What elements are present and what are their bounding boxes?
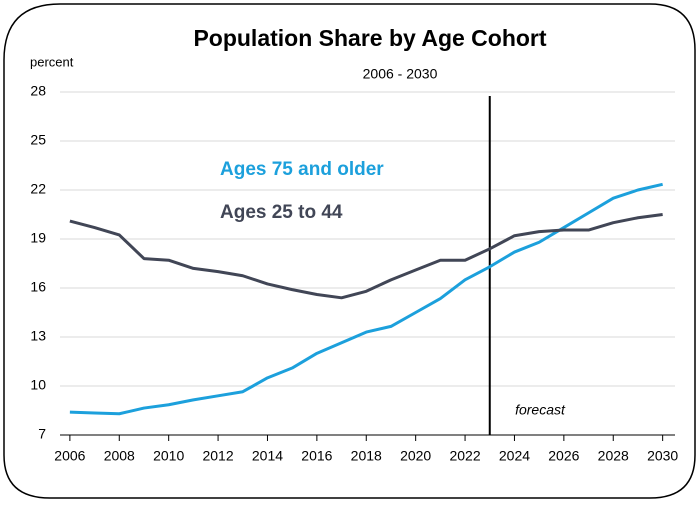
x-tick-label: 2012 bbox=[202, 448, 233, 464]
x-tick-label: 2020 bbox=[400, 448, 431, 464]
x-tick-label: 2030 bbox=[647, 448, 678, 464]
y-tick-label: 28 bbox=[30, 83, 46, 99]
chart-subtitle: 2006 - 2030 bbox=[363, 66, 438, 82]
y-tick-label: 19 bbox=[30, 230, 46, 246]
x-tick-label: 2014 bbox=[252, 448, 283, 464]
x-tick-label: 2008 bbox=[104, 448, 135, 464]
y-tick-label: 22 bbox=[30, 181, 46, 197]
x-tick-label: 2006 bbox=[54, 448, 85, 464]
series-line bbox=[69, 213, 663, 300]
y-tick-label: 13 bbox=[30, 328, 46, 344]
chart-frame bbox=[3, 3, 696, 499]
legend-label: Ages 75 and older bbox=[220, 159, 384, 180]
x-tick-label: 2028 bbox=[598, 448, 629, 464]
y-tick-label: 7 bbox=[38, 426, 46, 442]
legend-label: Ages 25 to 44 bbox=[220, 202, 343, 223]
y-tick-label: 25 bbox=[30, 132, 46, 148]
x-tick-label: 2022 bbox=[449, 448, 480, 464]
x-tick-label: 2010 bbox=[153, 448, 184, 464]
x-tick-label: 2024 bbox=[499, 448, 530, 464]
y-tick-label: 10 bbox=[30, 377, 46, 393]
x-tick-label: 2018 bbox=[351, 448, 382, 464]
y-axis-label: percent bbox=[30, 54, 74, 69]
chart-title: Population Share by Age Cohort bbox=[193, 25, 546, 51]
x-tick-label: 2016 bbox=[301, 448, 332, 464]
annotation: forecast bbox=[515, 402, 566, 418]
x-tick-label: 2026 bbox=[548, 448, 579, 464]
series-line bbox=[69, 182, 663, 416]
y-tick-label: 16 bbox=[30, 279, 46, 295]
